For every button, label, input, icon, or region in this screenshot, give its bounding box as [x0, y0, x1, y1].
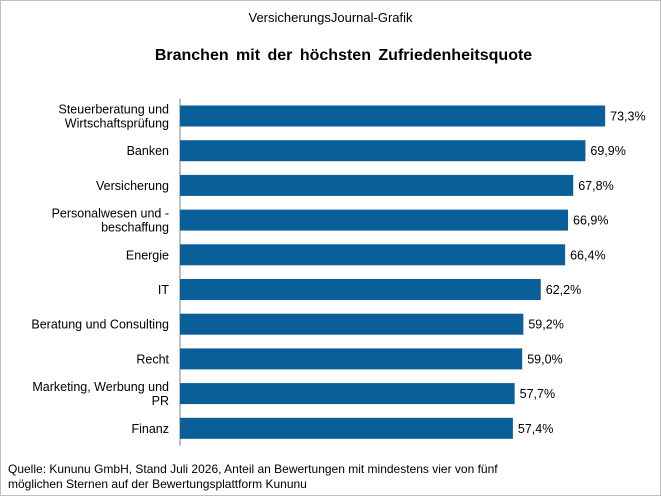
bar-8	[180, 348, 523, 370]
bar-value-label-2: 69,9%	[590, 144, 625, 158]
category-label-5: Energie	[126, 248, 169, 262]
bar-value-label-9: 57,7%	[520, 387, 555, 401]
bar-value-label-1: 73,3%	[610, 110, 645, 124]
category-label-9-line-2: PR	[152, 394, 169, 408]
bar-9	[180, 383, 515, 405]
bar-7	[180, 313, 524, 335]
category-label-1-line-1: Steuerberatung und	[58, 103, 169, 117]
source-note: Quelle: Kununu GmbH, Stand Juli 2026, An…	[8, 462, 608, 492]
category-label-8: Recht	[136, 352, 169, 366]
bar-value-label-6: 62,2%	[546, 283, 581, 297]
bar-4	[180, 209, 569, 231]
bar-1	[180, 105, 606, 127]
chart-title: Branchen mit der höchsten Zufriedenheits…	[154, 47, 533, 64]
bar-value-label-5: 66,4%	[570, 248, 605, 262]
category-label-7: Beratung und Consulting	[31, 318, 169, 332]
source-line-1: Quelle: Kununu GmbH, Stand Juli 2026, An…	[8, 462, 498, 476]
category-label-6: IT	[158, 283, 169, 297]
category-label-1-line-2: Wirtschaftsprüfung	[65, 117, 169, 131]
bar-value-label-3: 67,8%	[578, 179, 613, 193]
bar-10	[180, 417, 513, 439]
category-label-3: Versicherung	[96, 179, 169, 193]
bar-6	[180, 279, 541, 300]
bar-2	[180, 140, 586, 162]
category-label-4-line-2: beschaffung	[101, 221, 169, 235]
bar-value-label-8: 59,0%	[527, 352, 562, 366]
source-line-2: möglichen Sternen auf der Bewertungsplat…	[8, 477, 307, 491]
bar-3	[180, 174, 574, 196]
bar-5	[180, 244, 566, 266]
bar-value-label-4: 66,9%	[573, 214, 608, 228]
chart-supertitle: VersicherungsJournal-Grafik	[248, 10, 413, 25]
category-label-10: Finanz	[131, 422, 169, 436]
bar-value-label-10: 57,4%	[518, 422, 553, 436]
category-label-4-line-1: Personalwesen und -	[52, 207, 169, 221]
bar-value-label-7: 59,2%	[528, 318, 563, 332]
category-label-2: Banken	[127, 144, 169, 158]
category-label-9-line-1: Marketing, Werbung und	[32, 380, 169, 394]
